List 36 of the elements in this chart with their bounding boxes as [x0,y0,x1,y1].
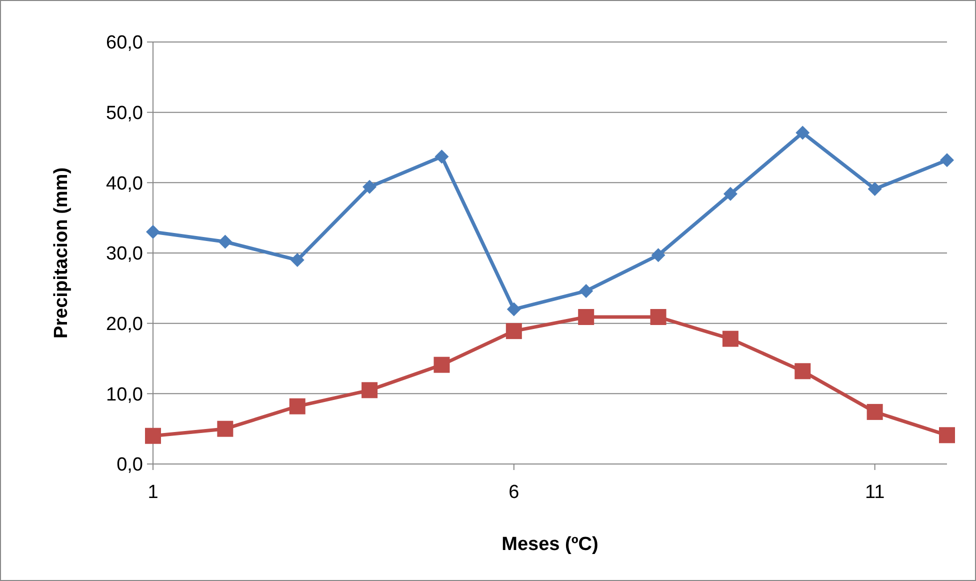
y-axis-title: Precipitacion (mm) [51,167,72,339]
point [940,153,954,168]
point [506,323,522,340]
y-tick-label: 50,0 [106,102,143,124]
point [796,126,810,140]
point [434,356,450,373]
point [579,284,594,298]
x-axis-title: Meses (ºC) [502,534,598,555]
y-tick-label: 40,0 [106,173,143,194]
y-tick-label: 60,0 [106,32,143,54]
point [362,180,377,194]
point [434,150,449,164]
point [866,404,883,420]
y-tick-label: 0,0 [116,454,143,476]
point [650,309,666,326]
point [794,363,811,380]
x-tick-label: 1 [148,482,158,503]
point [290,253,304,268]
point [362,382,378,398]
y-tick-label: 20,0 [106,314,143,335]
point [578,309,594,326]
point [145,428,161,444]
point [218,234,232,249]
point [289,398,306,414]
y-tick-label: 30,0 [106,244,143,265]
point [939,427,955,444]
x-tick-label: 6 [508,482,520,503]
point [723,186,738,201]
point [146,224,160,239]
x-tick-label: 11 [864,482,885,503]
point [217,420,234,437]
point [651,248,666,262]
point [868,182,882,196]
point [722,330,738,347]
point [506,302,521,316]
y-tick-label: 10,0 [106,384,143,406]
